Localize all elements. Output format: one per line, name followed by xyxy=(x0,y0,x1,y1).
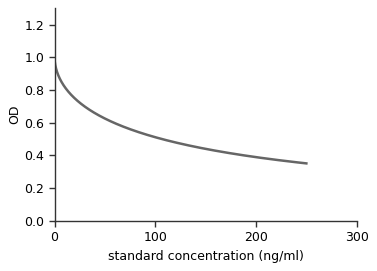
X-axis label: standard concentration (ng/ml): standard concentration (ng/ml) xyxy=(108,250,303,263)
Y-axis label: OD: OD xyxy=(8,105,21,124)
